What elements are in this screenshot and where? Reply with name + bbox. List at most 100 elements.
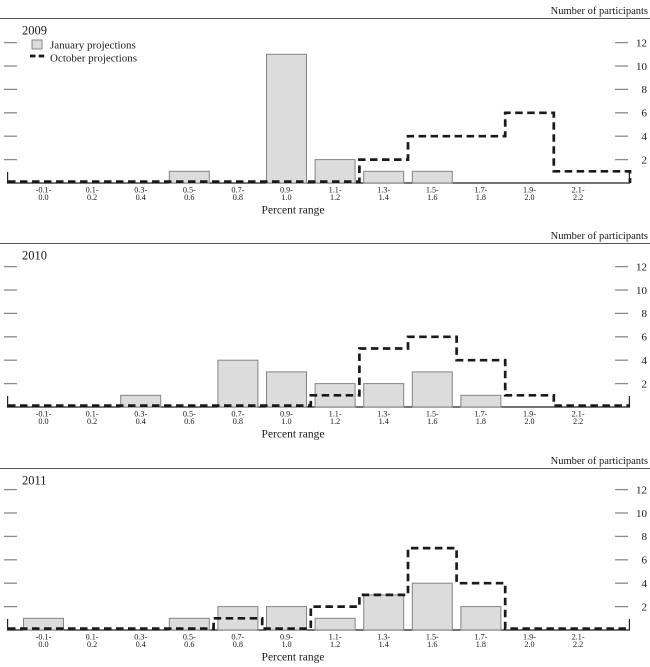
x-tick-label-low: 1.5-: [426, 633, 439, 642]
x-tick-label-high: 0.2: [87, 417, 97, 426]
x-tick-label-high: 2.0: [524, 640, 534, 649]
x-tick-label-high: 1.4: [379, 417, 389, 426]
participants-axis-title: Number of participants: [551, 456, 648, 467]
x-tick-label-low: 0.5-: [183, 186, 196, 195]
legend-january-swatch: [31, 39, 43, 50]
x-tick-label-high: 0.6: [184, 193, 194, 202]
x-tick-label-high: 0.8: [233, 193, 243, 202]
x-tick-label-low: 1.1-: [329, 410, 342, 419]
x-tick-label-high: 1.2: [330, 417, 340, 426]
x-tick-label-high: 1.4: [379, 193, 389, 202]
october-projections-line: [8, 111, 632, 183]
january-projections-bars: [23, 582, 502, 631]
x-tick-label-low: 2.1-: [572, 633, 585, 642]
x-tick-label-high: 2.0: [524, 417, 534, 426]
x-tick-label-high: 0.4: [136, 640, 146, 649]
x-tick-label-high: 1.2: [330, 193, 340, 202]
x-tick-label-low: 2.1-: [572, 186, 585, 195]
x-tick-label-low: 0.7-: [231, 186, 244, 195]
bar: [23, 617, 64, 631]
panel-year-label: 2011: [22, 474, 47, 488]
x-tick-label-low: 1.3-: [377, 410, 390, 419]
bar: [168, 617, 210, 631]
y-tick-label: 10: [636, 61, 648, 73]
chart-2010: Number of participants201024681012-0.1-0…: [0, 231, 650, 441]
x-tick-label-high: 2.0: [524, 193, 534, 202]
x-tick-label-low: 0.7-: [231, 633, 244, 642]
bar: [411, 582, 453, 631]
y-tick-label: 6: [642, 555, 648, 567]
x-tick-label-low: 0.9-: [280, 410, 293, 419]
x-tick-label-low: -0.1-: [36, 186, 52, 195]
x-tick-label-high: 2.2: [573, 640, 583, 649]
x-tick-label-low: 0.3-: [134, 186, 147, 195]
y-tick-label: 6: [642, 108, 648, 120]
bar: [168, 170, 210, 184]
bar: [266, 606, 307, 631]
bar: [266, 53, 307, 184]
x-tick-label-low: 1.1-: [329, 186, 342, 195]
x-tick-label-low: 1.7-: [474, 410, 487, 419]
x-tick-label-high: 2.2: [573, 417, 583, 426]
x-tick-label-high: 1.6: [427, 193, 437, 202]
x-axis-title: Percent range: [262, 652, 325, 664]
y-tick-label: 8: [642, 531, 648, 543]
panel-2011: Number of participants 2011 2 4 6 8 10 12 -0.1- 0…: [0, 450, 650, 667]
x-tick-label-high: 0.2: [87, 193, 97, 202]
y-tick-label: 4: [642, 355, 648, 367]
x-tick-label-high: 1.0: [281, 193, 291, 202]
panel-2009: Number of participants 2009 January projec…: [0, 0, 650, 225]
bar: [217, 359, 259, 408]
x-tick-label-high: 1.0: [281, 417, 291, 426]
x-tick-label-high: 1.2: [330, 640, 340, 649]
x-tick-label-low: 2.1-: [572, 410, 585, 419]
bar: [460, 394, 502, 408]
y-tick-label: 2: [642, 601, 648, 613]
x-tick-label-high: 1.4: [379, 640, 389, 649]
bar: [411, 371, 453, 408]
chart-2011: Number of participants201124681012-0.1-0…: [0, 456, 650, 664]
bar: [460, 606, 502, 631]
participants-axis-title: Number of participants: [551, 231, 648, 242]
legend-january-label: January projections: [50, 40, 136, 52]
bar: [314, 617, 356, 631]
x-tick-label-low: 1.1-: [329, 633, 342, 642]
x-axis-title: Percent range: [262, 205, 325, 217]
x-tick-label-low: 0.5-: [183, 633, 196, 642]
y-tick-label: 6: [642, 332, 648, 344]
x-tick-label-low: 1.7-: [474, 186, 487, 195]
x-tick-label-low: 0.1-: [86, 186, 99, 195]
x-axis-labels: -0.1-0.0 0.1-0.2 0.3-0.4 0.5-0.6 0.7-0.8 0.9-…: [36, 410, 585, 427]
x-tick-label-low: 1.3-: [377, 633, 390, 642]
x-tick-label-high: 1.8: [476, 193, 486, 202]
x-tick-label-high: 0.0: [38, 640, 48, 649]
panel-2010: Number of participants 2010 2 4 6 8 10 12 -0.1- 0…: [0, 225, 650, 450]
x-tick-label-low: 0.5-: [183, 410, 196, 419]
y-tick-label: 8: [642, 84, 648, 96]
y-tick-label: 10: [636, 508, 648, 520]
bar: [120, 394, 162, 408]
x-tick-label-low: 0.7-: [231, 410, 244, 419]
x-tick-label-high: 0.8: [233, 417, 243, 426]
x-axis-title: Percent range: [262, 429, 325, 441]
bar: [411, 170, 453, 184]
panel-year-label: 2010: [22, 249, 47, 263]
x-tick-label-high: 0.0: [38, 417, 48, 426]
x-tick-label-high: 0.4: [136, 417, 146, 426]
x-tick-label-low: -0.1-: [36, 633, 52, 642]
x-tick-label-low: 1.9-: [523, 186, 536, 195]
x-tick-label-high: 1.0: [281, 640, 291, 649]
x-axis-labels: -0.1-0.0 0.1-0.2 0.3-0.4 0.5-0.6 0.7-0.8 0.9-…: [36, 633, 585, 650]
y-tick-label: 2: [642, 154, 648, 166]
y-tick-label: 12: [636, 37, 647, 49]
x-tick-label-low: 1.5-: [426, 410, 439, 419]
x-tick-label-high: 1.6: [427, 640, 437, 649]
x-tick-label-high: 0.6: [184, 417, 194, 426]
x-tick-label-low: 1.7-: [474, 633, 487, 642]
x-tick-label-low: 0.1-: [86, 633, 99, 642]
x-tick-label-high: 2.2: [573, 193, 583, 202]
january-projections-bars: [168, 53, 453, 184]
bar: [363, 383, 405, 408]
x-tick-label-high: 0.2: [87, 640, 97, 649]
